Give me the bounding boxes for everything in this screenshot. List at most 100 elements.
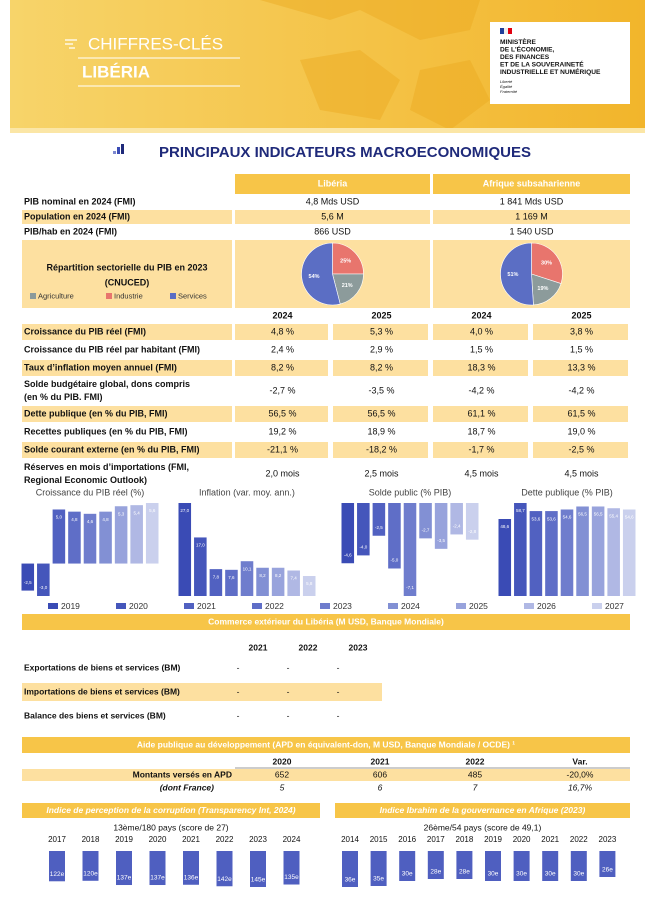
- pie-slice: [531, 242, 563, 284]
- bar: [194, 537, 207, 596]
- country: LIBÉRIA: [82, 62, 150, 81]
- row-label: PIB/hab en 2024 (FMI): [24, 226, 117, 236]
- bar-label: -2,7: [422, 528, 430, 533]
- x-tick-label: 2018: [456, 835, 474, 844]
- bar-label: 30e: [545, 871, 556, 878]
- bar: [130, 505, 143, 564]
- row-bg: [433, 406, 528, 422]
- row-bg: [22, 324, 232, 340]
- bar-label: 8,2: [259, 573, 266, 578]
- bar: [240, 561, 254, 596]
- row-label: Croissance du PIB réel (FMI): [24, 326, 146, 336]
- x-tick-label: 2023: [599, 835, 617, 844]
- bar-label: -2,4: [453, 524, 461, 529]
- bar: [403, 503, 417, 596]
- row-bg: [22, 683, 382, 701]
- cell: 8,2 %: [370, 362, 393, 372]
- row-bg: [22, 360, 232, 376]
- ranking-subtitle: 26ème/54 pays (score de 49,1): [424, 822, 542, 832]
- legend-label: 2021: [197, 601, 216, 611]
- cell: 18,9 %: [367, 426, 395, 436]
- legend-swatch: [524, 603, 534, 609]
- bar-label: 5,6: [149, 508, 156, 513]
- bar-label: 137e: [117, 875, 132, 882]
- row-label: Solde budgétaire global, dons compris: [24, 379, 190, 389]
- cell: -1,7 %: [468, 444, 494, 454]
- cell: 18,3 %: [467, 362, 495, 372]
- row-bg: [433, 442, 528, 458]
- pie-slice: [332, 273, 364, 305]
- row-bg: [235, 360, 328, 376]
- bar-label: 7,4: [291, 576, 298, 581]
- bar-label: 4,6: [87, 519, 94, 524]
- bar-label: -2,5: [24, 580, 32, 585]
- row-bg: [235, 210, 430, 224]
- pie-label: 30%: [541, 261, 552, 267]
- bar: [342, 851, 358, 887]
- column-header-bg: [235, 174, 430, 194]
- row-bg: [533, 324, 628, 340]
- cell: -: [237, 686, 240, 696]
- header-icon: [65, 39, 77, 49]
- pie-label: 54%: [309, 274, 320, 280]
- x-tick-label: 2021: [541, 835, 559, 844]
- legend-label: 2026: [537, 601, 556, 611]
- bar: [52, 509, 66, 564]
- pie-slice: [301, 242, 341, 306]
- bar-label: 136e: [184, 874, 199, 881]
- section-icon: [113, 144, 124, 154]
- cell: 4,0 %: [470, 326, 493, 336]
- year-header: 2024: [471, 310, 491, 320]
- flag-red: [508, 28, 512, 34]
- cell: 1,5 %: [470, 344, 493, 354]
- cell: -: [287, 710, 290, 720]
- bar: [545, 511, 558, 596]
- bar-label: 5,8: [306, 581, 313, 586]
- cell: 16,7%: [568, 782, 593, 792]
- cell: -: [287, 662, 290, 672]
- bar-label: -7,1: [406, 585, 414, 590]
- cell: 5,3 %: [370, 326, 393, 336]
- cell: 6: [378, 782, 383, 792]
- bar: [82, 851, 99, 881]
- bar: [116, 851, 132, 886]
- motto-line: Fraternité: [500, 89, 518, 94]
- bar-label: 5,4: [134, 510, 141, 515]
- section-bar-title: Indice de perception de la corruption (T…: [46, 805, 295, 815]
- cell: 606: [373, 769, 387, 779]
- cell: 61,5 %: [567, 408, 595, 418]
- cell: -: [237, 662, 240, 672]
- flag-white: [504, 28, 508, 34]
- bar-label: 122e: [50, 871, 65, 878]
- bar: [399, 851, 416, 881]
- bar: [49, 851, 65, 882]
- bar-label: 5,3: [118, 511, 125, 516]
- x-tick-label: 2018: [82, 835, 100, 844]
- row-bg: [433, 360, 528, 376]
- cell: 56,5 %: [367, 408, 395, 418]
- bar-label: 28e: [430, 869, 441, 876]
- pie-label: 21%: [342, 283, 353, 289]
- legend-swatch: [320, 603, 330, 609]
- bar-label: -2,8: [468, 529, 476, 534]
- cell: -: [337, 710, 340, 720]
- bar-label: 17,0: [196, 543, 205, 548]
- cell: 2,4 %: [271, 344, 294, 354]
- ministry-line: MINISTÈRE: [500, 37, 537, 46]
- motto-line: Liberté: [500, 79, 513, 84]
- bar-label: -3,0: [39, 585, 47, 590]
- row-bg: [22, 406, 232, 422]
- cell: -2,7 %: [269, 385, 295, 395]
- pie-label: 25%: [340, 258, 351, 264]
- row-label: Réserves en mois d’importations (FMI,: [24, 462, 189, 472]
- bar: [514, 503, 527, 596]
- ministry-line: DES FINANCES: [500, 54, 550, 61]
- bar-label: 4,8: [71, 517, 78, 522]
- section-title: PRINCIPAUX INDICATEURS MACROECONOMIQUES: [159, 144, 531, 161]
- bar-label: 53,6: [547, 516, 556, 521]
- section-bar-title: Indice Ibrahim de la gouvernance en Afri…: [380, 805, 586, 815]
- row-bg: [433, 210, 630, 224]
- bar: [485, 851, 501, 881]
- row-bg: [533, 360, 628, 376]
- legend-label: 2025: [469, 601, 488, 611]
